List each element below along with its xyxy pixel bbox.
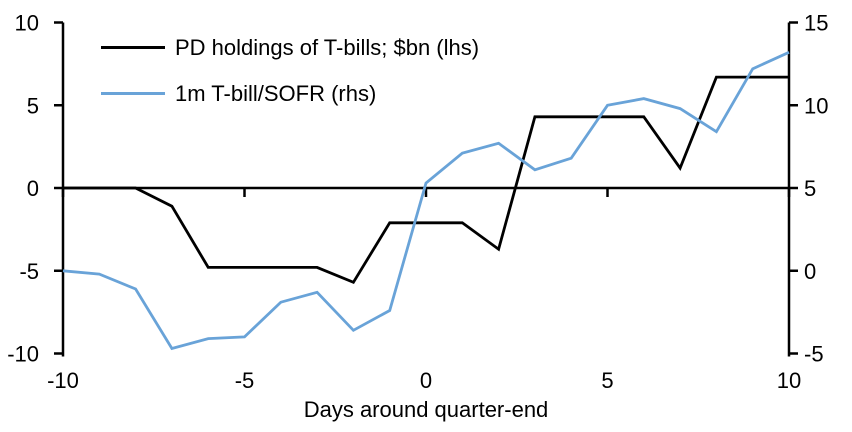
x-axis-title: Days around quarter-end (303, 397, 549, 422)
x-axis-tick-label: 5 (601, 368, 613, 393)
right-axis-tick-label: 15 (804, 11, 828, 36)
legend-item-pd-holdings: PD holdings of T-bills; $bn (lhs) (101, 33, 479, 62)
left-axis-tick-label: -5 (19, 259, 39, 284)
series-line-tbill-sofr (62, 51, 790, 351)
legend-line-sample-blue (101, 92, 165, 95)
right-axis-tick-label: 10 (804, 93, 828, 118)
right-axis-tick-label: 5 (804, 176, 816, 201)
x-axis-tick-label: -10 (47, 368, 79, 393)
right-axis-tick-label: -5 (804, 342, 824, 367)
right-axis-tick-label: 0 (804, 259, 816, 284)
chart-legend: PD holdings of T-bills; $bn (lhs) 1m T-b… (101, 33, 479, 108)
legend-label-tbill-sofr: 1m T-bill/SOFR (rhs) (175, 80, 377, 106)
x-axis-tick-label: 0 (420, 368, 432, 393)
left-axis-tick-label: -10 (7, 342, 39, 367)
legend-label-pd-holdings: PD holdings of T-bills; $bn (lhs) (175, 34, 480, 60)
left-axis-tick-label: 0 (27, 176, 39, 201)
x-axis-tick-label: -5 (235, 368, 255, 393)
left-axis-tick-label: 5 (27, 93, 39, 118)
left-axis-tick-label: 10 (15, 11, 39, 36)
legend-item-tbill-sofr: 1m T-bill/SOFR (rhs) (101, 79, 479, 108)
legend-line-sample-black (101, 46, 165, 49)
series-line-pd-holdings (63, 75, 789, 285)
x-axis-tick-label: 10 (777, 368, 801, 393)
